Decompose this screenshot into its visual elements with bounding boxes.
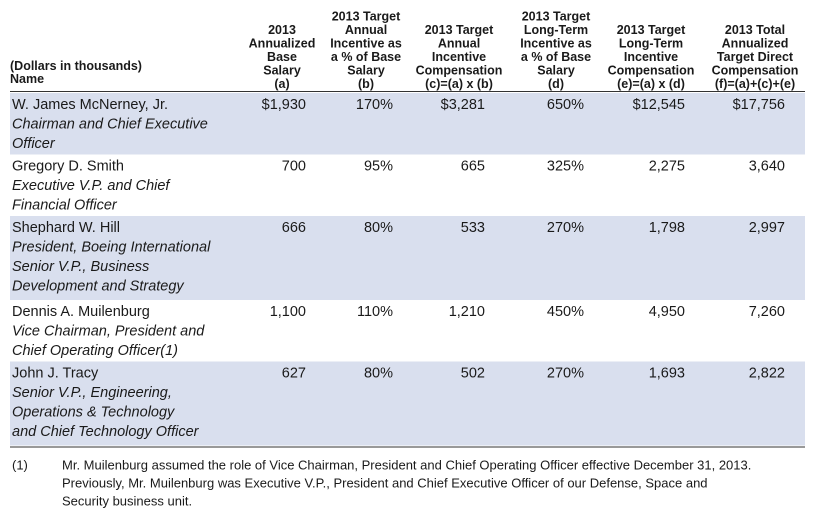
column-header: Incentive as xyxy=(520,37,592,51)
column-header: a % of Base xyxy=(521,50,591,64)
cell-value: 80% xyxy=(364,366,393,382)
column-header: Salary xyxy=(347,64,385,78)
person-title: Executive V.P. and Chief xyxy=(12,178,171,194)
column-header: 2013 Target xyxy=(617,23,686,37)
cell-value: 2,997 xyxy=(749,220,785,236)
person-title: Operations & Technology xyxy=(12,405,175,421)
cell-value: 270% xyxy=(547,366,584,382)
column-header: 2013 Target xyxy=(332,10,401,24)
person-name: John J. Tracy xyxy=(12,366,99,382)
person-title: and Chief Technology Officer xyxy=(12,424,200,440)
column-header: Annual xyxy=(438,37,480,51)
cell-value: 502 xyxy=(461,366,485,382)
column-header: (a) xyxy=(274,77,289,91)
column-header: (b) xyxy=(358,77,374,91)
person-title: Chairman and Chief Executive xyxy=(12,117,208,133)
cell-value: 110% xyxy=(357,304,393,320)
column-header: Compensation xyxy=(712,64,799,78)
cell-value: 1,798 xyxy=(649,220,685,236)
column-header: a % of Base xyxy=(331,50,401,64)
column-header: Base xyxy=(267,50,297,64)
cell-value: 1,693 xyxy=(649,366,685,382)
cell-value: $17,756 xyxy=(733,97,785,113)
cell-value: 450% xyxy=(547,304,584,320)
row-shade xyxy=(10,216,805,300)
column-header: Long-Term xyxy=(619,37,683,51)
footnote-text: Security business unit. xyxy=(62,494,192,509)
cell-value: $3,281 xyxy=(441,97,485,113)
cell-value: 666 xyxy=(282,220,306,236)
cell-value: 2,275 xyxy=(649,159,685,175)
column-header: Compensation xyxy=(416,64,503,78)
person-name: Gregory D. Smith xyxy=(12,159,124,175)
row-shade xyxy=(10,361,805,446)
column-header: (c)=(a) x (b) xyxy=(425,77,493,91)
row-shade xyxy=(10,93,805,155)
cell-value: 533 xyxy=(461,220,485,236)
cell-value: $12,545 xyxy=(633,97,685,113)
cell-value: 80% xyxy=(364,220,393,236)
person-name: Dennis A. Muilenburg xyxy=(12,304,150,320)
column-header: Target Direct xyxy=(717,50,794,64)
column-header: (f)=(a)+(c)+(e) xyxy=(715,77,795,91)
column-header: Compensation xyxy=(608,64,695,78)
cell-value: 3,640 xyxy=(749,159,785,175)
column-header: Incentive xyxy=(432,50,486,64)
caption: (Dollars in thousands) xyxy=(10,59,142,73)
cell-value: 665 xyxy=(461,159,485,175)
column-header: Annualized xyxy=(249,37,316,51)
column-header: Incentive as xyxy=(330,37,402,51)
cell-value: 325% xyxy=(547,159,584,175)
cell-value: 627 xyxy=(282,366,306,382)
person-title: Vice Chairman, President and xyxy=(12,324,205,340)
cell-value: 4,950 xyxy=(649,304,685,320)
footnote-text: Mr. Muilenburg assumed the role of Vice … xyxy=(62,458,751,473)
person-title: Officer xyxy=(12,136,56,152)
person-name: W. James McNerney, Jr. xyxy=(12,97,168,113)
cell-value: 700 xyxy=(282,159,306,175)
column-header: Long-Term xyxy=(524,23,588,37)
cell-value: 7,260 xyxy=(749,304,785,320)
cell-value: 170% xyxy=(356,97,393,113)
person-name: Shephard W. Hill xyxy=(12,220,120,236)
column-header: 2013 Total xyxy=(725,23,785,37)
person-title: Senior V.P., Business xyxy=(12,259,149,275)
cell-value: 95% xyxy=(364,159,393,175)
cell-value: 650% xyxy=(547,97,584,113)
column-header: Annualized xyxy=(722,37,789,51)
column-header: 2013 Target xyxy=(425,23,494,37)
footnote-text: Previously, Mr. Muilenburg was Executive… xyxy=(62,476,708,491)
column-header: Salary xyxy=(263,64,301,78)
cell-value: 2,822 xyxy=(749,366,785,382)
column-header: (e)=(a) x (d) xyxy=(617,77,685,91)
footnote-marker: (1) xyxy=(12,458,28,473)
column-header: 2013 Target xyxy=(522,10,591,24)
cell-value: $1,930 xyxy=(262,97,306,113)
cell-value: 1,210 xyxy=(449,304,485,320)
person-title: President, Boeing International xyxy=(12,240,211,256)
cell-value: 1,100 xyxy=(270,304,306,320)
person-title: Development and Strategy xyxy=(12,279,184,295)
column-header: (d) xyxy=(548,77,564,91)
column-header: 2013 xyxy=(268,23,296,37)
cell-value: 270% xyxy=(547,220,584,236)
person-title: Senior V.P., Engineering, xyxy=(12,385,172,401)
column-header: Annual xyxy=(345,23,387,37)
column-header: Incentive xyxy=(624,50,678,64)
name-header: Name xyxy=(10,72,44,86)
person-title: Chief Operating Officer(1) xyxy=(12,343,178,359)
person-title: Financial Officer xyxy=(12,198,118,214)
column-header: Salary xyxy=(537,64,575,78)
